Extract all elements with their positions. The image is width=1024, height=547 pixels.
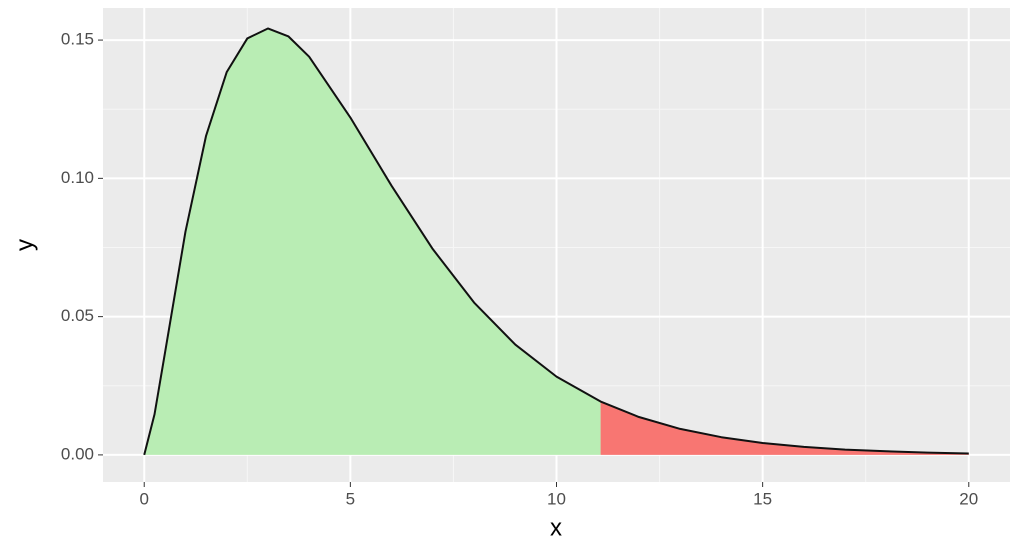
x-tick-label: 0 (139, 489, 148, 508)
y-tick-label: 0.10 (61, 168, 94, 187)
area-fill (600, 401, 969, 455)
x-tick-label: 5 (346, 489, 355, 508)
x-tick-label: 15 (753, 489, 772, 508)
y-tick-label: 0.05 (61, 306, 94, 325)
x-axis-title: x (550, 514, 562, 541)
y-axis-title: y (11, 239, 38, 251)
area-fill (144, 28, 601, 455)
density-line (143, 27, 969, 456)
y-tick-label: 0.00 (61, 444, 94, 463)
y-tick-label: 0.15 (61, 30, 94, 49)
x-tick-label: 10 (547, 489, 566, 508)
x-tick-label: 20 (959, 489, 978, 508)
